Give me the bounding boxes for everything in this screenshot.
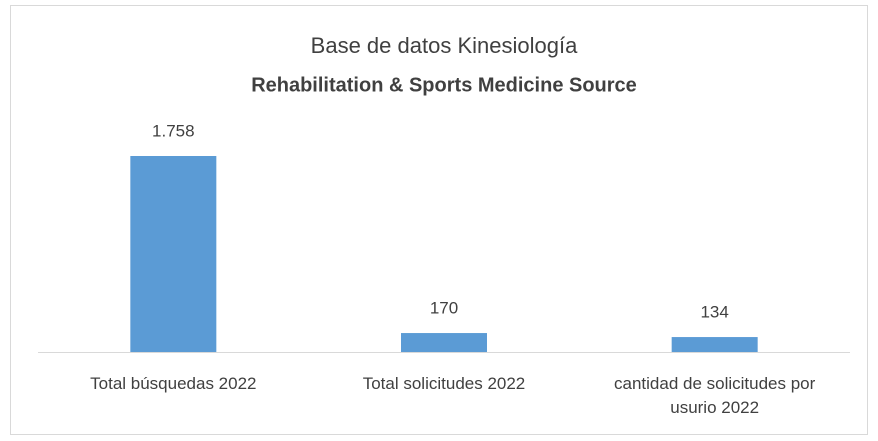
bar [401, 333, 487, 352]
bar [130, 156, 217, 352]
bar [671, 337, 758, 352]
data-label: 134 [700, 303, 728, 322]
x-tick-label: cantidad de solicitudes por usurio 2022 [614, 374, 816, 417]
chart-title: Base de datos Kinesiología [311, 33, 578, 58]
x-tick-label: Total búsquedas 2022 [90, 374, 257, 393]
chart-subtitle: Rehabilitation & Sports Medicine Source [251, 74, 637, 96]
x-tick-label: Total solicitudes 2022 [362, 374, 526, 393]
data-label: 170 [430, 299, 458, 318]
data-label: 1.758 [152, 121, 195, 140]
